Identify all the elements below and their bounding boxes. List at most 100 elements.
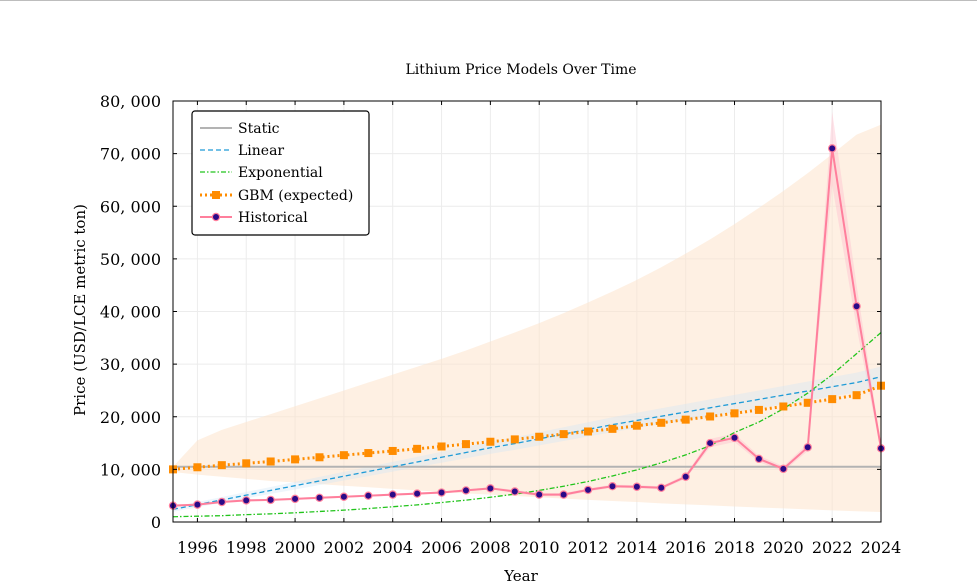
point-historical: [632, 482, 642, 491]
point-historical: [486, 484, 495, 493]
y-tick-label: 20, 000: [100, 408, 161, 427]
point-historical: [803, 443, 812, 452]
x-tick-label: 2012: [568, 538, 609, 557]
tick-labels: 1996 1998 2000 2002 2004 2006 2008 2010 2012 2014…: [100, 92, 901, 557]
series-line-3: [172, 384, 882, 471]
legend-box: [191, 110, 370, 236]
x-tick-label: 2014: [617, 538, 658, 557]
point-historical: [535, 490, 544, 499]
x-tick-label: 2010: [519, 538, 560, 557]
point-historical: [779, 464, 788, 474]
point-gbm-expected: [339, 451, 348, 460]
point-gbm-expected: [242, 459, 251, 468]
point-historical: [437, 488, 446, 497]
point-gbm-expected: [828, 395, 837, 404]
legend-label-static: Static: [238, 121, 280, 137]
point-historical: [730, 433, 739, 442]
point-gbm-expected: [681, 415, 690, 424]
x-tick-label: 2002: [324, 538, 365, 557]
y-tick-label: 30, 000: [100, 355, 161, 374]
series-line-1: [172, 376, 882, 511]
x-tick-label: 2018: [714, 538, 755, 557]
point-gbm-expected: [852, 391, 861, 400]
point-historical: [510, 487, 519, 496]
y-tick-label: 10, 000: [100, 460, 161, 479]
point-gbm-expected: [535, 432, 544, 441]
x-tick-label: 2006: [421, 538, 462, 557]
point-gbm-expected: [559, 430, 568, 439]
x-tick-label: 2024: [861, 538, 902, 557]
point-historical: [754, 454, 764, 464]
legend-label-gbm: GBM (expected): [238, 188, 353, 204]
point-gbm-expected: [632, 421, 641, 430]
x-tick-label: 2008: [470, 538, 511, 557]
point-historical: [266, 495, 275, 505]
point-gbm-expected: [291, 455, 300, 464]
point-gbm-expected: [803, 398, 812, 407]
point-historical: [339, 492, 349, 501]
top-divider-line: [0, 0, 977, 1]
point-gbm-expected: [486, 437, 495, 446]
legend-item-gbm: GBM (expected): [200, 188, 353, 204]
x-tick-label: 2000: [275, 538, 316, 557]
point-historical: [461, 486, 471, 495]
x-tick-label: 1998: [226, 538, 267, 557]
point-historical: [388, 490, 397, 499]
point-gbm-expected: [217, 461, 226, 470]
point-gbm-expected: [413, 444, 422, 453]
point-historical: [608, 482, 617, 491]
x-tick-label: 2022: [812, 538, 853, 557]
y-tick-label: 70, 000: [100, 145, 161, 164]
series-line-2: [172, 332, 882, 518]
point-gbm-expected: [437, 442, 446, 451]
y-tick-label: 50, 000: [100, 250, 161, 269]
point-gbm-expected: [388, 446, 397, 455]
point-gbm-expected: [657, 418, 666, 427]
point-gbm-expected: [461, 440, 470, 449]
legend: Static Linear Exponential GBM (expected)…: [191, 110, 370, 236]
point-gbm-expected: [266, 457, 275, 466]
x-axis-label: Year: [503, 567, 538, 585]
point-historical: [315, 493, 324, 502]
point-gbm-expected: [364, 449, 373, 458]
legend-item-exponential: Exponential: [200, 165, 323, 181]
point-historical: [681, 472, 690, 481]
y-tick-label: 40, 000: [100, 303, 161, 322]
legend-item-historical: Historical: [200, 210, 308, 226]
band-series-3: [173, 124, 881, 513]
point-gbm-expected: [584, 427, 593, 436]
legend-marker-historical: [211, 212, 221, 222]
point-historical: [657, 483, 666, 492]
legend-marker-gbm: [212, 191, 220, 199]
x-tick-label: 1996: [177, 538, 218, 557]
point-historical: [290, 494, 300, 504]
x-tick-label: 2020: [763, 538, 804, 557]
y-tick-label: 60, 000: [100, 197, 161, 216]
y-tick-label: 0: [151, 513, 161, 532]
point-historical: [559, 490, 568, 499]
y-axis-label: Price (USD/LCE metric ton): [71, 204, 89, 416]
point-historical: [217, 497, 227, 507]
point-historical: [364, 491, 373, 500]
x-tick-label: 2004: [372, 538, 413, 557]
point-historical: [412, 489, 422, 498]
point-gbm-expected: [779, 402, 788, 411]
chart-title: Lithium Price Models Over Time: [405, 62, 636, 78]
point-historical: [193, 500, 202, 509]
point-historical: [852, 302, 861, 311]
point-historical: [242, 496, 251, 505]
legend-label-linear: Linear: [238, 143, 284, 159]
legend-label-historical: Historical: [238, 210, 308, 226]
point-gbm-expected: [754, 405, 763, 414]
point-gbm-expected: [315, 453, 324, 462]
point-gbm-expected: [510, 435, 519, 444]
legend-label-exponential: Exponential: [238, 165, 323, 181]
point-historical: [705, 438, 715, 448]
point-gbm-expected: [608, 424, 617, 433]
point-historical: [827, 144, 837, 153]
x-tick-label: 2016: [665, 538, 706, 557]
point-gbm-expected: [193, 463, 202, 472]
legend-item-static: Static: [200, 121, 280, 137]
y-tick-label: 80, 000: [100, 92, 161, 111]
